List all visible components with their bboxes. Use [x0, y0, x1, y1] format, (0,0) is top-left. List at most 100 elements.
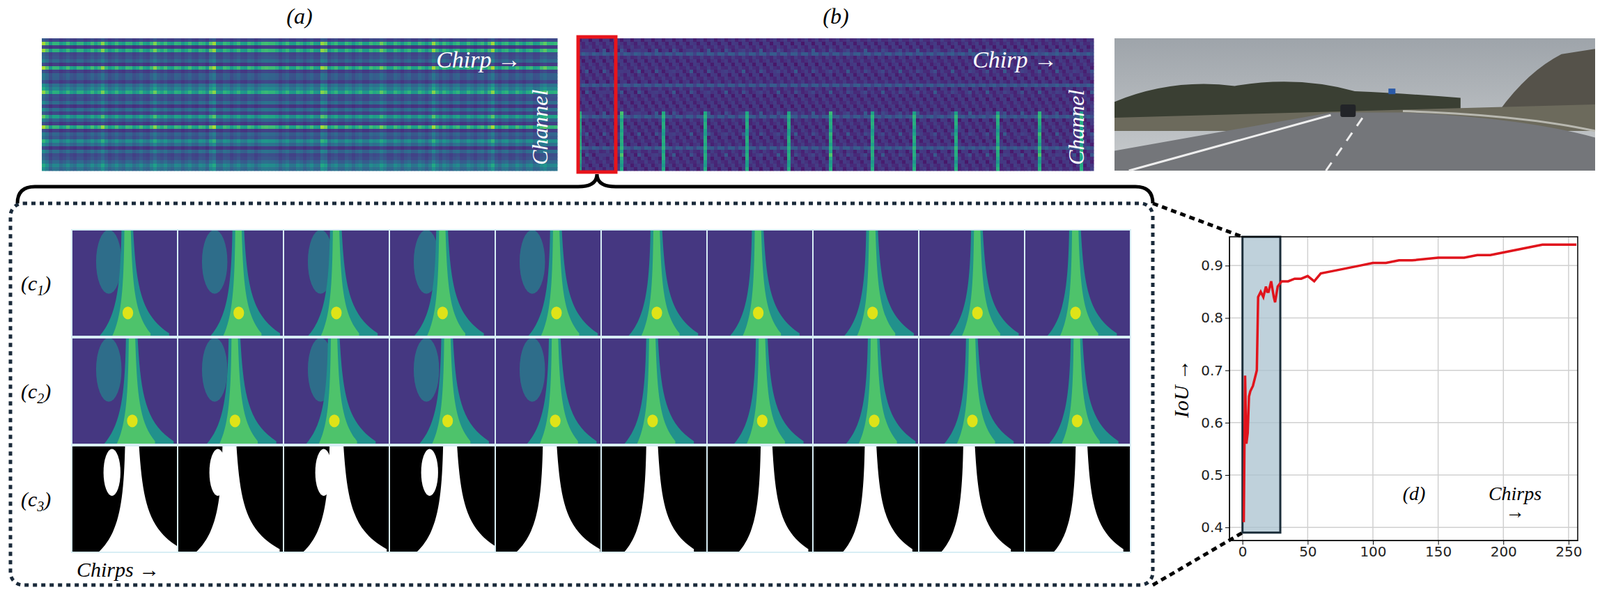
- heatmap-cell: [198, 125, 203, 130]
- heatmap-cell: [135, 48, 141, 53]
- heatmap-cell: [69, 121, 74, 127]
- heatmap-cell: [156, 167, 161, 172]
- heatmap-cell: [66, 167, 71, 172]
- heatmap-cell: [153, 163, 158, 168]
- heatmap-cell: [219, 142, 224, 147]
- heatmap-cell: [118, 104, 123, 109]
- heatmap-cell: [160, 160, 165, 165]
- heatmap-cell: [107, 55, 113, 60]
- heatmap-cell: [135, 121, 141, 127]
- heatmap-cell: [139, 90, 144, 95]
- heatmap-cell: [215, 111, 221, 116]
- heatmap-cell: [101, 167, 106, 172]
- heatmap-cell: [156, 66, 161, 71]
- heatmap-cell: [215, 69, 221, 74]
- heatmap-cell: [205, 48, 210, 53]
- heatmap-cell: [121, 104, 127, 109]
- heatmap-cell: [184, 135, 189, 141]
- heatmap-cell: [73, 59, 78, 64]
- heatmap-cell: [83, 132, 88, 137]
- heatmap-cell: [146, 41, 151, 46]
- heatmap-cell: [101, 87, 106, 92]
- heatmap-cell: [104, 142, 109, 147]
- heatmap-cell: [111, 48, 116, 53]
- heatmap-cell: [153, 55, 158, 60]
- heatmap-cell: [48, 97, 53, 102]
- heatmap-cell: [59, 38, 64, 43]
- heatmap-cell: [111, 163, 116, 168]
- heatmap-cell: [215, 125, 221, 130]
- heatmap-cell: [48, 41, 53, 46]
- heatmap-cell: [163, 69, 168, 74]
- heatmap-cell: [132, 94, 137, 99]
- heatmap-cell: [208, 48, 214, 53]
- heatmap-cell: [104, 167, 109, 172]
- heatmap-cell: [181, 125, 186, 130]
- heatmap-cell: [167, 59, 172, 64]
- heatmap-cell: [80, 146, 85, 151]
- heatmap-cell: [139, 69, 144, 74]
- heatmap-cell: [69, 73, 74, 78]
- heatmap-cell: [132, 76, 137, 81]
- heatmap-cell: [66, 52, 71, 57]
- heatmap-cell: [153, 139, 158, 144]
- heatmap-cell: [41, 128, 46, 134]
- heatmap-cell: [212, 97, 217, 102]
- heatmap-cell: [90, 139, 95, 144]
- heatmap-cell: [111, 90, 116, 95]
- heatmap-cell: [55, 104, 60, 109]
- heatmap-cell: [111, 55, 116, 60]
- heatmap-cell: [174, 107, 179, 113]
- heatmap-cell: [111, 125, 116, 130]
- heatmap-cell: [59, 153, 64, 158]
- heatmap-cell: [62, 87, 67, 92]
- heatmap-cell: [181, 76, 186, 81]
- heatmap-cell: [62, 163, 67, 168]
- heatmap-cell: [41, 55, 46, 60]
- heatmap-cell: [94, 73, 99, 78]
- heatmap-cell: [97, 94, 102, 99]
- heatmap-cell: [48, 167, 53, 172]
- heatmap-cell: [87, 94, 92, 99]
- heatmap-cell: [73, 90, 78, 95]
- heatmap-cell: [208, 111, 214, 116]
- heatmap-cell: [128, 153, 134, 158]
- heatmap-cell: [45, 142, 50, 147]
- heatmap-cell: [121, 62, 127, 67]
- heatmap-cell: [208, 114, 214, 120]
- heatmap-cell: [48, 153, 53, 158]
- heatmap-cell: [195, 41, 200, 46]
- heatmap-cell: [215, 118, 221, 123]
- heatmap-cell: [97, 90, 102, 95]
- heatmap-cell: [170, 45, 175, 50]
- heatmap-cell: [107, 153, 113, 158]
- heatmap-cell: [181, 73, 186, 78]
- heatmap-cell: [212, 142, 217, 147]
- heatmap-cell: [87, 52, 92, 57]
- heatmap-cell: [139, 66, 144, 71]
- heatmap-cell: [135, 167, 141, 172]
- heatmap-cell: [153, 132, 158, 137]
- heatmap-cell: [52, 94, 57, 99]
- heatmap-cell: [163, 135, 168, 141]
- heatmap-cell: [139, 62, 144, 67]
- heatmap-cell: [76, 156, 81, 161]
- heatmap-cell: [45, 111, 50, 116]
- heatmap-cell: [146, 62, 151, 67]
- heatmap-cell: [87, 87, 92, 92]
- heatmap-cell: [45, 66, 50, 71]
- heatmap-cell: [149, 135, 154, 141]
- heatmap-cell: [83, 139, 88, 144]
- heatmap-cell: [55, 139, 60, 144]
- heatmap-cell: [114, 80, 120, 85]
- heatmap-cell: [94, 125, 99, 130]
- heatmap-cell: [181, 149, 186, 154]
- heatmap-cell: [45, 132, 50, 137]
- heatmap-cell: [66, 94, 71, 99]
- heatmap-cell: [107, 52, 113, 57]
- heatmap-cell: [205, 69, 210, 74]
- heatmap-cell: [139, 125, 144, 130]
- heatmap-cell: [118, 121, 123, 127]
- heatmap-cell: [212, 118, 217, 123]
- heatmap-cell: [198, 83, 203, 88]
